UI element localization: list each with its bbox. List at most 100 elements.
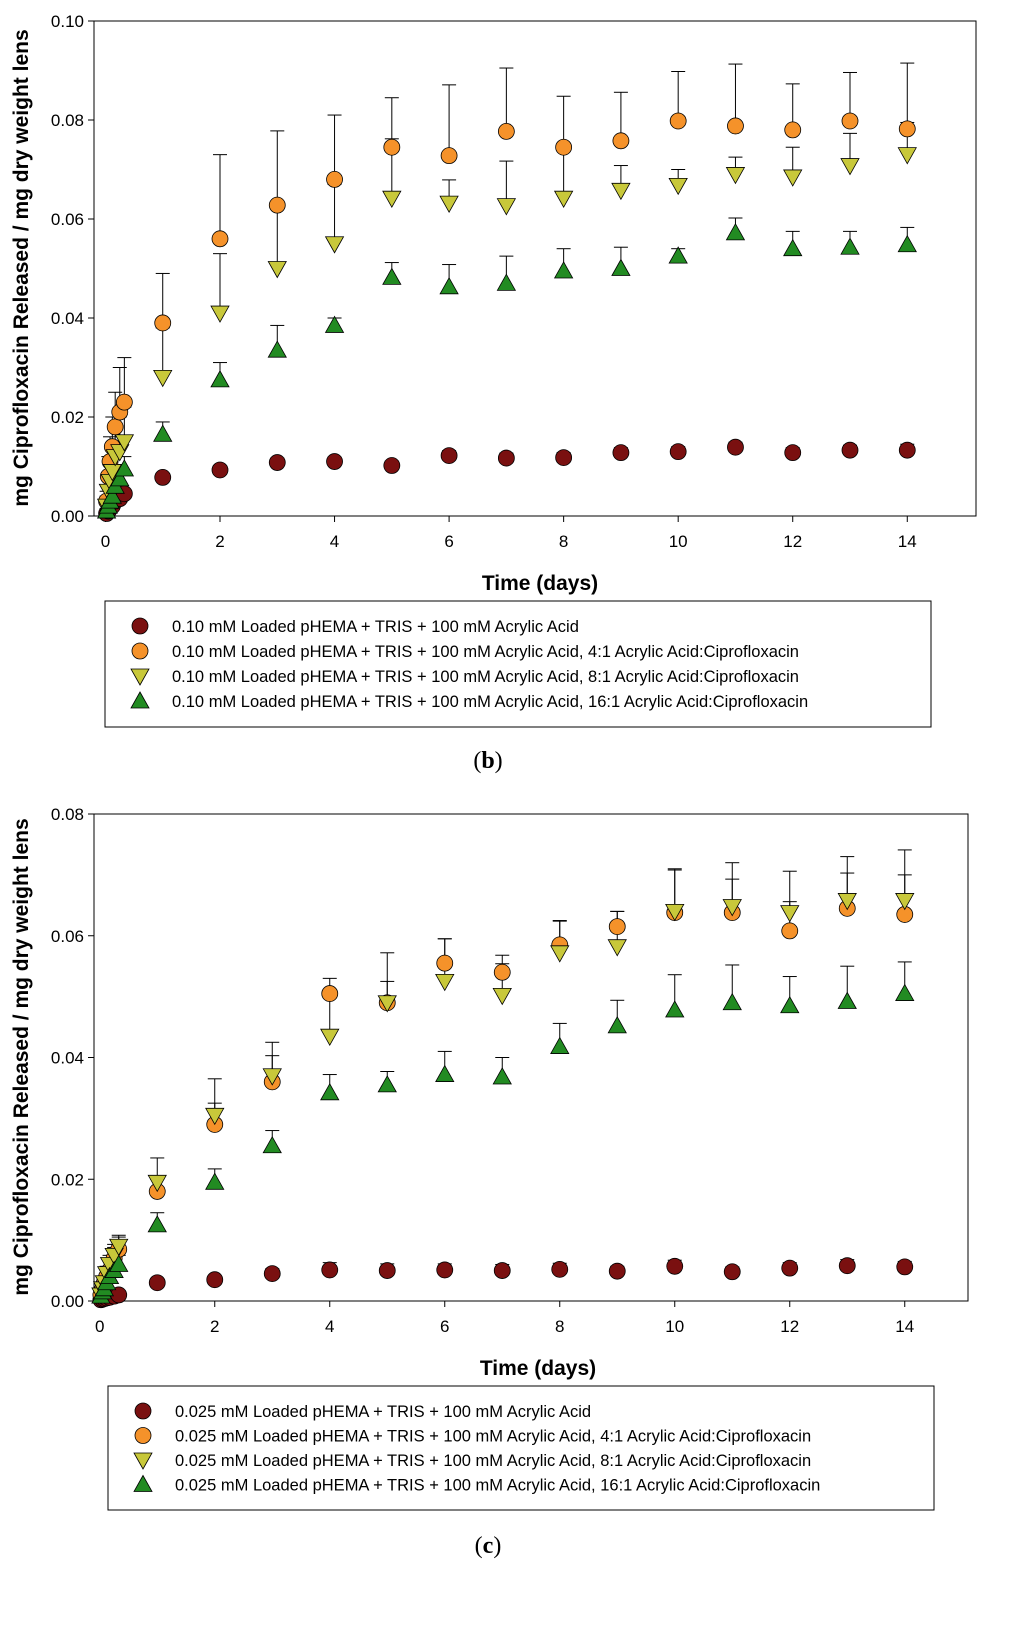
plot-frame (93, 813, 969, 1302)
data-point-series-3 (607, 939, 627, 957)
legend-box (104, 600, 932, 728)
data-point-series-3 (439, 195, 459, 213)
data-point-series-4 (607, 1016, 627, 1034)
y-axis-label: mg Ciprofloxacin Released / mg dry weigh… (10, 29, 33, 506)
data-point-series-1 (612, 444, 630, 462)
legend-marker-series-4 (130, 691, 150, 709)
data-point-series-3 (109, 1238, 129, 1257)
data-point-series-4 (895, 983, 915, 1001)
plot-frame (93, 20, 977, 517)
data-point-series-3 (722, 899, 742, 917)
y-tick-label: 0.08 (51, 805, 84, 824)
data-point-series-2 (383, 138, 401, 156)
panel-label: (b) (473, 748, 502, 774)
data-point-series-1 (206, 1271, 224, 1289)
x-tick-label: 0 (101, 532, 110, 551)
data-point-series-1 (555, 449, 573, 466)
legend-label-series-3: 0.10 mM Loaded pHEMA + TRIS + 100 mM Acr… (172, 668, 799, 686)
data-point-series-2 (497, 122, 515, 140)
data-point-series-3 (210, 305, 230, 323)
markers (91, 893, 915, 1309)
data-point-series-3 (897, 147, 917, 165)
data-point-series-1 (608, 1262, 626, 1280)
data-point-series-3 (324, 236, 345, 254)
x-axis-label: Time (days) (482, 572, 598, 595)
y-tick-label: 0.04 (51, 309, 84, 328)
data-point-series-3 (496, 198, 517, 216)
data-point-series-3 (895, 893, 915, 911)
data-point-series-3 (837, 893, 857, 911)
data-point-series-4 (382, 267, 402, 285)
data-point-series-3 (153, 369, 173, 388)
x-tick-label: 4 (330, 532, 339, 551)
data-point-series-2 (493, 963, 511, 981)
y-tick-label: 0.00 (51, 1292, 84, 1311)
data-point-series-1 (321, 1261, 339, 1279)
data-point-series-3 (665, 904, 685, 922)
data-point-series-3 (725, 167, 746, 185)
data-point-series-2 (669, 112, 687, 130)
data-point-series-4 (840, 237, 860, 255)
x-ticks: 0 2 4 6 8 10 12 14 (95, 1301, 914, 1336)
x-ticks: 0 2 4 6 8 10 12 14 (101, 516, 917, 551)
data-point-series-3 (205, 1107, 225, 1126)
data-point-series-1 (896, 1258, 914, 1276)
data-point-series-1 (551, 1260, 569, 1278)
legend-marker-series-1 (131, 617, 149, 635)
y-tick-label: 0.04 (51, 1049, 84, 1068)
data-point-series-3 (377, 995, 397, 1013)
data-point-series-4 (210, 370, 230, 388)
panel-label: (c) (475, 1533, 502, 1559)
data-point-series-1 (326, 453, 343, 470)
data-point-series-1 (436, 1261, 454, 1279)
data-point-series-3 (435, 974, 455, 992)
data-point-series-4 (553, 261, 574, 279)
data-point-series-4 (439, 276, 459, 295)
data-point-series-4 (611, 258, 631, 276)
data-point-series-2 (321, 985, 339, 1002)
x-tick-label: 14 (898, 532, 917, 551)
data-point-series-4 (722, 992, 742, 1011)
data-point-series-1 (148, 1274, 166, 1292)
data-point-series-1 (669, 443, 687, 461)
data-point-series-4 (324, 315, 345, 333)
legend-label-series-3: 0.025 mM Loaded pHEMA + TRIS + 100 mM Ac… (175, 1452, 811, 1470)
x-tick-label: 12 (783, 532, 802, 551)
legend-label-series-4: 0.10 mM Loaded pHEMA + TRIS + 100 mM Acr… (172, 693, 808, 711)
legend-label-series-1: 0.10 mM Loaded pHEMA + TRIS + 100 mM Acr… (172, 618, 579, 636)
y-ticks: 0.00 0.02 0.04 0.06 0.08 (51, 805, 94, 1311)
data-point-series-1 (493, 1262, 511, 1279)
x-tick-label: 2 (215, 532, 224, 551)
data-point-series-1 (211, 461, 229, 479)
x-tick-label: 10 (669, 532, 688, 551)
data-point-series-1 (440, 447, 458, 465)
data-point-series-3 (780, 905, 800, 923)
data-point-series-4 (147, 1215, 167, 1233)
data-point-series-1 (781, 1259, 799, 1277)
x-tick-label: 12 (780, 1317, 799, 1336)
legend-marker-series-3 (130, 668, 150, 686)
data-point-series-2 (784, 121, 802, 139)
data-point-series-1 (666, 1257, 684, 1275)
legend: 0.025 mM Loaded pHEMA + TRIS + 100 mM Ac… (133, 1402, 820, 1495)
data-point-series-3 (147, 1174, 167, 1193)
y-ticks: 0.00 0.02 0.04 0.06 0.08 0.10 (51, 12, 94, 526)
data-point-series-2 (154, 314, 172, 332)
data-point-series-2 (436, 954, 454, 972)
y-tick-label: 0.06 (51, 927, 84, 946)
data-point-series-2 (268, 196, 286, 214)
data-point-series-2 (608, 918, 626, 936)
panel-letter: b (481, 748, 494, 774)
data-point-series-4 (783, 238, 803, 257)
data-point-series-1 (898, 441, 916, 459)
x-tick-label: 6 (440, 1317, 449, 1336)
data-point-series-1 (497, 449, 515, 467)
data-point-series-3 (840, 158, 860, 176)
y-tick-label: 0.00 (51, 507, 84, 526)
data-point-series-3 (668, 177, 688, 196)
data-point-series-2 (106, 418, 124, 436)
data-point-series-4 (725, 223, 746, 241)
data-point-series-4 (897, 234, 917, 253)
y-tick-label: 0.02 (51, 1170, 84, 1189)
data-point-series-4 (102, 486, 123, 504)
